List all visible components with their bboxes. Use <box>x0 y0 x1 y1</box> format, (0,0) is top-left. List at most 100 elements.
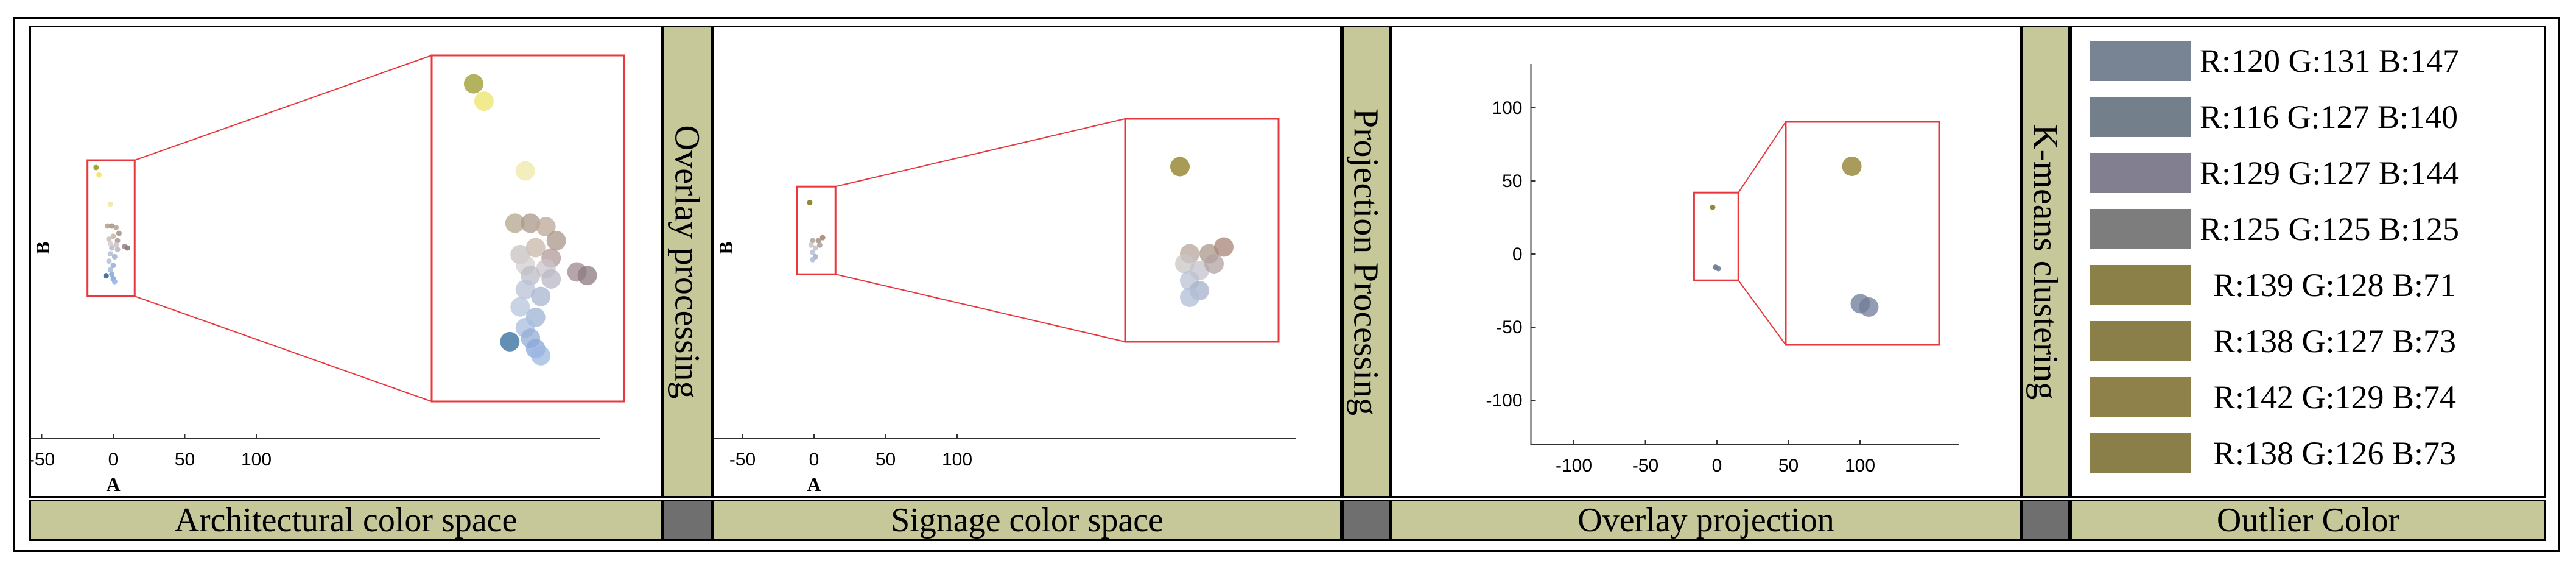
data-point <box>807 200 813 206</box>
zoomed-data-point <box>505 213 525 233</box>
y-tick-label: 100 <box>1492 98 1522 118</box>
projection-processing-step: Projection Processing <box>1342 26 1391 498</box>
zoom-connector-line <box>134 295 432 402</box>
data-point <box>109 271 115 277</box>
data-point <box>109 223 115 229</box>
zoomed-data-point <box>1170 157 1190 177</box>
data-point <box>107 201 113 207</box>
data-point <box>107 267 113 273</box>
data-point <box>1710 204 1716 210</box>
zoomed-data-point <box>515 161 535 181</box>
data-point <box>93 164 99 171</box>
color-swatch <box>2090 97 2191 137</box>
data-point <box>110 263 116 269</box>
x-axis-label: A <box>106 473 120 495</box>
data-point <box>810 238 816 244</box>
data-point <box>96 172 102 178</box>
color-swatch-label: R:139 G:128 B:71 <box>2213 267 2457 303</box>
architectural-color-space-caption: Architectural color space <box>29 500 662 541</box>
overlay-projection-panel: 100 50 0 -50 -100 -100 -50 0 50 100 <box>1391 26 2021 498</box>
color-swatch-label: R:125 G:125 B:125 <box>2200 211 2460 247</box>
zoomed-data-point <box>577 266 597 286</box>
data-point <box>113 242 119 248</box>
data-point <box>111 278 118 284</box>
signage-color-space-caption: Signage color space <box>712 500 1342 541</box>
zoomed-data-point <box>546 231 566 251</box>
outlier-color-caption: Outlier Color <box>2070 500 2546 541</box>
data-point <box>812 245 818 251</box>
overlay-projection-caption: Overlay projection <box>1391 500 2021 541</box>
data-point <box>815 238 821 244</box>
x-tick-label: -100 <box>1556 456 1592 476</box>
color-swatch-label: R:129 G:127 B:144 <box>2200 155 2460 191</box>
color-swatch <box>2090 265 2191 305</box>
data-point <box>105 223 111 229</box>
zoom-connector-line <box>835 274 1126 342</box>
data-point <box>816 242 823 248</box>
zoom-connector-line <box>1738 280 1786 345</box>
data-point <box>810 249 816 255</box>
zoomed-data-point <box>525 238 546 258</box>
x-tick-label: 100 <box>241 450 272 470</box>
overlay-projection-chart: 100 50 0 -50 -100 -100 -50 0 50 100 <box>1486 64 1959 476</box>
data-point <box>107 241 113 247</box>
outlier-color-row: R:129 G:127 B:144 <box>2090 152 2459 194</box>
color-swatch-label: R:138 G:126 B:73 <box>2213 435 2457 472</box>
data-point <box>808 242 814 248</box>
outlier-color-row: R:116 G:127 B:140 <box>2090 96 2458 138</box>
zoomed-data-point <box>474 91 494 111</box>
color-swatch <box>2090 321 2191 361</box>
zoom-inset-box <box>430 54 625 403</box>
color-swatch <box>2090 41 2191 81</box>
kmeans-clustering-step: K-means clustering <box>2021 26 2070 498</box>
outlier-color-row: R:138 G:127 B:73 <box>2090 320 2456 362</box>
x-tick-label: 0 <box>108 450 119 470</box>
x-tick-label: -50 <box>31 450 55 470</box>
zoomed-data-point <box>1859 297 1879 317</box>
data-point <box>113 224 119 230</box>
color-swatch <box>2090 433 2191 473</box>
data-point <box>106 236 112 242</box>
zoomed-data-point <box>463 74 483 94</box>
kmeans-clustering-label: K-means clustering <box>2026 124 2066 400</box>
y-tick-label: 0 <box>1512 244 1523 264</box>
data-point <box>103 273 109 279</box>
zoomed-data-point <box>536 217 556 237</box>
y-tick-label: -50 <box>1496 317 1522 338</box>
x-tick-label: 0 <box>1712 456 1722 476</box>
x-tick-label: 100 <box>1845 456 1875 476</box>
zoomed-data-point <box>1204 254 1224 274</box>
zoom-connector-line <box>1738 121 1786 193</box>
data-point <box>107 251 113 257</box>
color-swatch <box>2090 209 2191 249</box>
y-tick-label: -100 <box>1486 391 1522 411</box>
zoomed-data-point <box>531 345 551 366</box>
color-swatch <box>2090 377 2191 417</box>
y-axis-label: B <box>32 241 54 254</box>
figure-frame <box>13 17 2560 552</box>
zoom-connector-line <box>835 118 1126 188</box>
zoomed-data-point <box>541 269 561 289</box>
data-point <box>116 230 122 236</box>
y-axis-label: B <box>715 241 737 254</box>
zoom-region-box <box>796 185 837 275</box>
data-point <box>111 253 118 260</box>
data-point <box>1715 266 1721 272</box>
zoom-connector-line <box>134 55 432 161</box>
x-tick-label: 0 <box>809 450 819 470</box>
overlay-processing-label: Overlay processing <box>667 124 707 399</box>
data-point <box>114 238 121 244</box>
gray-connector-block <box>662 500 712 541</box>
x-tick-label: 100 <box>942 450 972 470</box>
zoomed-data-point <box>500 331 520 352</box>
zoomed-data-point <box>1842 157 1862 176</box>
data-point <box>819 235 826 241</box>
overlay-processing-step: Overlay processing <box>662 26 712 498</box>
zoom-region-box <box>86 159 136 297</box>
color-swatch-label: R:116 G:127 B:140 <box>2200 99 2458 135</box>
data-point <box>109 245 115 251</box>
